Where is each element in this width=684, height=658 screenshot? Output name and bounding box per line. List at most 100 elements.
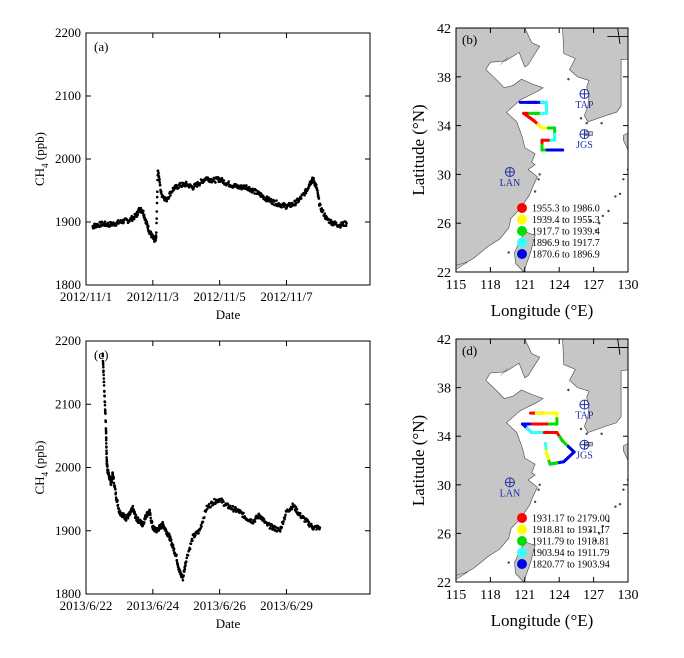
data-point	[167, 195, 171, 199]
data-point	[334, 221, 338, 224]
ship-track	[518, 100, 565, 152]
data-point	[155, 201, 159, 205]
data-point	[105, 456, 108, 459]
data-point	[184, 564, 187, 567]
data-point	[102, 369, 105, 373]
data-point	[269, 199, 273, 203]
data-point	[171, 543, 175, 547]
island	[622, 488, 625, 491]
island	[600, 122, 603, 125]
data-point	[112, 476, 115, 480]
lat-tick-label: 30	[437, 168, 451, 183]
data-series	[101, 352, 322, 582]
lon-tick-label: 127	[583, 278, 604, 293]
data-point	[105, 442, 108, 445]
data-point	[304, 191, 308, 195]
data-point	[321, 209, 325, 212]
y-tick-label: 1900	[55, 214, 81, 229]
lat-tick-label: 30	[437, 479, 451, 494]
data-point	[345, 222, 348, 225]
data-point	[344, 224, 348, 227]
legend-swatch	[517, 536, 527, 546]
legend-entry: 1870.6 to 1896.9	[532, 250, 600, 261]
data-point	[101, 354, 105, 358]
data-point	[105, 460, 109, 463]
data-point	[291, 502, 295, 506]
panel-label: (a)	[94, 39, 108, 54]
data-point	[114, 488, 117, 491]
data-point	[317, 197, 321, 200]
station-label: LAN	[500, 488, 521, 499]
data-point	[183, 570, 186, 573]
y-tick-label: 2200	[55, 333, 81, 348]
data-point	[169, 194, 172, 197]
data-point	[307, 520, 311, 524]
data-point	[132, 217, 136, 221]
island	[537, 178, 540, 181]
lat-tick-label: 26	[437, 527, 451, 542]
data-point	[294, 505, 298, 509]
data-point	[275, 199, 278, 202]
data-point	[186, 554, 190, 557]
island	[533, 500, 537, 503]
data-point	[155, 221, 158, 225]
lon-tick-label: 121	[514, 278, 535, 293]
data-point	[294, 203, 297, 207]
data-point	[319, 203, 322, 206]
data-point	[283, 517, 286, 521]
data-point	[231, 505, 235, 508]
data-point	[181, 578, 185, 582]
island	[622, 178, 625, 181]
data-point	[200, 525, 203, 528]
data-point	[194, 534, 197, 537]
legend-entry: 1939.4 to 1955.3	[532, 215, 600, 226]
data-point	[158, 177, 161, 181]
data-point	[105, 451, 108, 455]
data-point	[124, 519, 128, 522]
data-point	[139, 206, 143, 210]
land-korea	[562, 28, 628, 123]
data-point	[268, 527, 272, 530]
island	[537, 488, 540, 491]
data-point	[101, 352, 104, 356]
data-point	[105, 449, 108, 453]
island	[533, 190, 537, 193]
data-point	[188, 547, 192, 551]
map-frame	[455, 27, 629, 273]
data-series	[91, 169, 348, 243]
y-axis-label-unit: (ppb)	[32, 441, 47, 472]
x-tick-label: 2013/6/29	[260, 598, 313, 613]
island	[618, 503, 622, 506]
lat-tick-label: 42	[437, 333, 451, 348]
island	[618, 192, 622, 196]
data-point	[142, 521, 146, 524]
station-label: TAP	[575, 411, 594, 422]
legend-swatch	[517, 559, 527, 569]
legend-entry: 1918.81 to 1931.17	[532, 525, 610, 536]
y-tick-label: 1800	[55, 586, 81, 601]
data-point	[299, 512, 302, 515]
data-point	[226, 502, 230, 506]
data-point	[107, 471, 111, 475]
data-point	[180, 185, 184, 188]
island	[600, 432, 603, 435]
x-axis-label: Longitude (°E)	[491, 611, 594, 630]
y-tick-label: 2000	[55, 151, 81, 166]
island	[601, 524, 604, 528]
data-point	[142, 209, 145, 213]
lon-tick-label: 118	[480, 588, 500, 603]
legend-swatch	[517, 547, 527, 558]
station-label: JGS	[576, 140, 593, 151]
data-point	[156, 190, 159, 193]
island	[579, 427, 583, 431]
y-tick-label: 1800	[55, 277, 81, 292]
land-japan	[623, 132, 628, 151]
lon-tick-label: 121	[514, 588, 535, 603]
data-point	[323, 212, 327, 215]
data-point	[201, 520, 205, 524]
data-point	[101, 359, 105, 363]
x-axis-label: Date	[216, 307, 241, 322]
x-tick-label: 2012/11/5	[194, 289, 246, 304]
